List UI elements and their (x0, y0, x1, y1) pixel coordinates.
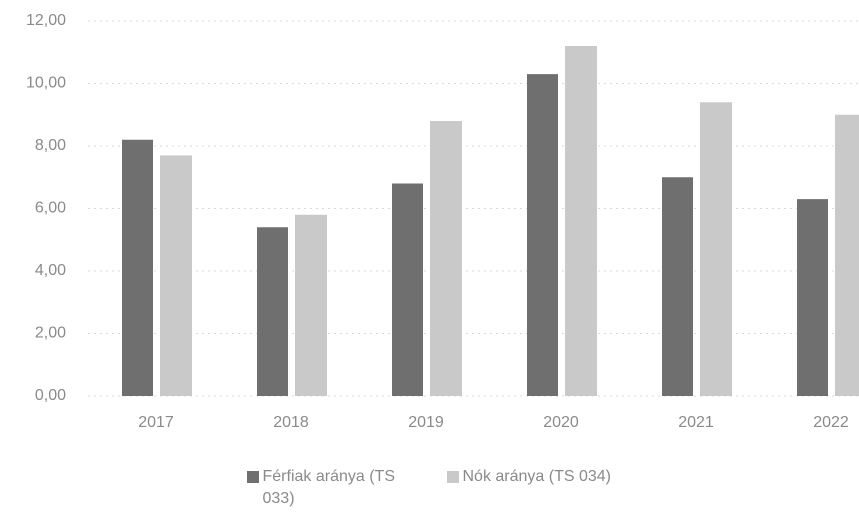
legend-swatch (446, 471, 459, 483)
bar (527, 74, 558, 396)
y-tick-label: 8,00 (35, 137, 66, 154)
bar (835, 114, 859, 396)
bar (700, 102, 732, 396)
bar (160, 155, 192, 396)
bar (797, 199, 828, 396)
bar (662, 177, 693, 396)
x-tick-label: 2022 (813, 414, 849, 431)
y-tick-label: 10,00 (26, 75, 66, 92)
x-tick-label: 2020 (543, 414, 579, 431)
bar (295, 214, 327, 396)
x-tick-label: 2018 (273, 414, 309, 431)
y-tick-label: 4,00 (35, 262, 66, 279)
y-tick-label: 6,00 (35, 200, 66, 217)
bar (430, 121, 462, 396)
legend-label: Férfiak aránya (TS 033) (262, 468, 395, 507)
y-tick-label: 2,00 (35, 325, 66, 342)
bar (565, 46, 597, 396)
chart: 0,00 2,00 4,00 6,00 8,00 10,00 12,00 2017 2018 20… (26, 12, 859, 431)
legend: Férfiak aránya (TS 033) Nók aránya (TS 03… (0, 466, 859, 510)
y-tick-label: 0,00 (35, 387, 66, 404)
y-tick-label: 12,00 (26, 12, 66, 29)
bar (392, 183, 423, 396)
x-tick-label: 2021 (678, 414, 714, 431)
bar (122, 139, 153, 396)
x-tick-label: 2019 (408, 414, 444, 431)
legend-item: Férfiak aránya (TS 033) (246, 466, 413, 510)
bar (257, 227, 288, 396)
legend-item: Nók aránya (TS 034) (446, 466, 613, 510)
legend-label: Nók aránya (TS 034) (462, 468, 612, 485)
legend-swatch (246, 471, 259, 483)
x-tick-label: 2017 (138, 414, 174, 431)
